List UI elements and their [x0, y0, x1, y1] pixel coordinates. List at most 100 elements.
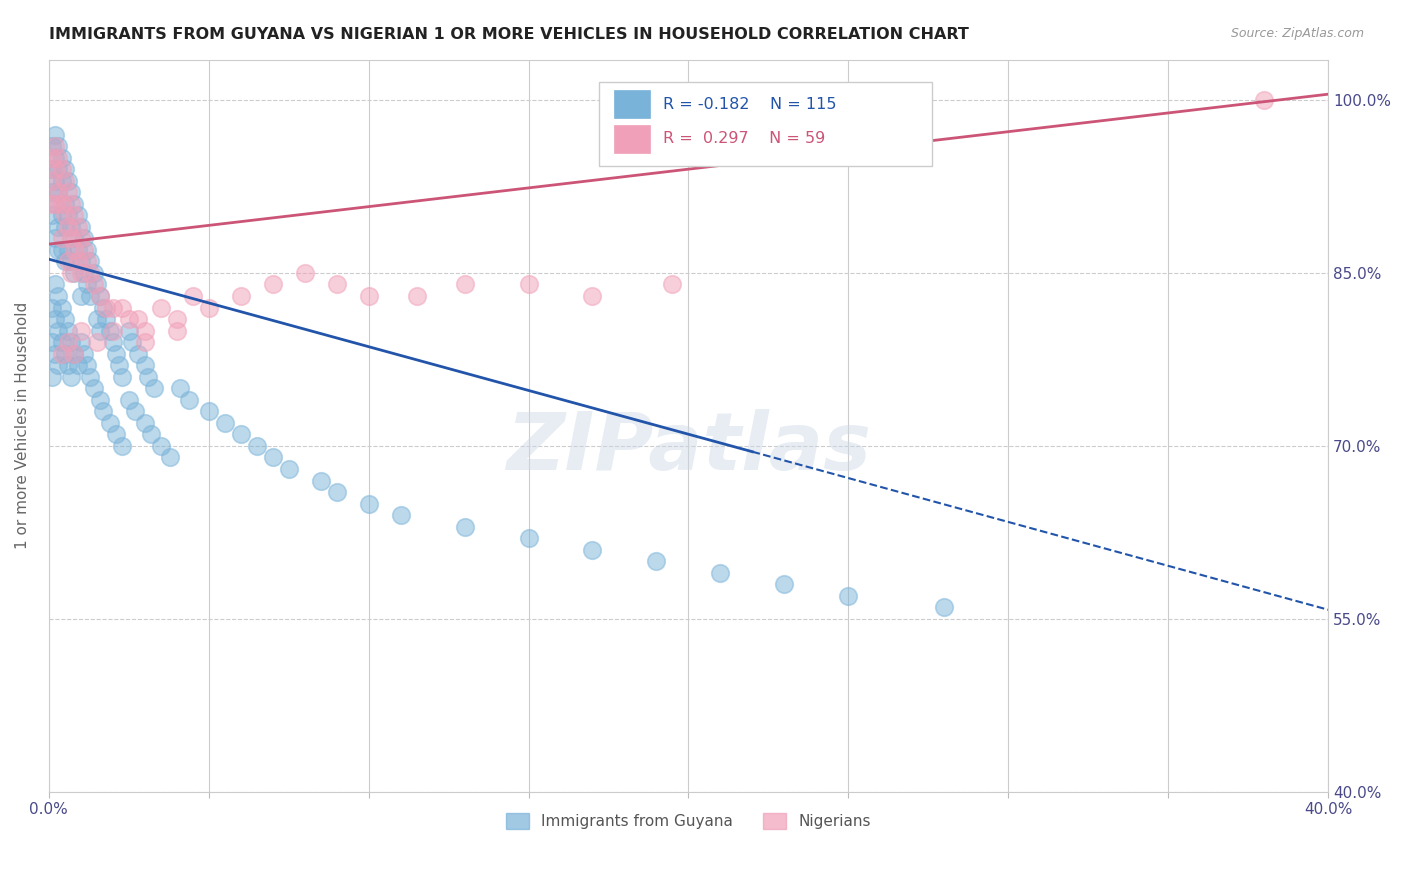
Point — [51, 162, 73, 177]
Point — [60, 196, 83, 211]
Point — [517, 531, 540, 545]
Point — [83, 381, 105, 395]
Text: ZIPatlas: ZIPatlas — [506, 409, 870, 487]
Point — [246, 439, 269, 453]
Point — [357, 289, 380, 303]
Point — [111, 369, 134, 384]
Point — [51, 301, 73, 315]
Point — [89, 324, 111, 338]
Point — [661, 277, 683, 292]
Point — [44, 151, 66, 165]
Point — [453, 519, 475, 533]
Point — [44, 231, 66, 245]
Point — [134, 324, 156, 338]
Point — [169, 381, 191, 395]
Point — [51, 231, 73, 245]
Point — [837, 589, 859, 603]
Point — [934, 600, 956, 615]
Point — [69, 266, 91, 280]
Point — [56, 219, 79, 234]
Point — [111, 301, 134, 315]
Point — [86, 312, 108, 326]
Point — [98, 416, 121, 430]
Point — [53, 196, 76, 211]
Point — [645, 554, 668, 568]
Point — [127, 312, 149, 326]
Point — [277, 462, 299, 476]
Point — [63, 347, 86, 361]
Point — [56, 186, 79, 200]
Text: R =  0.297    N = 59: R = 0.297 N = 59 — [662, 131, 825, 146]
Point — [91, 404, 114, 418]
Point — [294, 266, 316, 280]
Point — [453, 277, 475, 292]
Point — [357, 497, 380, 511]
Point — [517, 277, 540, 292]
Point — [159, 450, 181, 465]
Point — [46, 358, 69, 372]
Point — [41, 335, 63, 350]
Point — [104, 427, 127, 442]
Point — [46, 139, 69, 153]
FancyBboxPatch shape — [614, 125, 650, 153]
Point — [143, 381, 166, 395]
Point — [69, 231, 91, 245]
Point — [405, 289, 427, 303]
Point — [53, 174, 76, 188]
Point — [60, 186, 83, 200]
Point — [56, 174, 79, 188]
Point — [46, 289, 69, 303]
Point — [121, 335, 143, 350]
Legend: Immigrants from Guyana, Nigerians: Immigrants from Guyana, Nigerians — [499, 807, 877, 836]
Point — [51, 243, 73, 257]
Point — [581, 542, 603, 557]
Point — [41, 174, 63, 188]
Point — [44, 347, 66, 361]
Point — [134, 416, 156, 430]
Point — [214, 416, 236, 430]
Point — [108, 358, 131, 372]
Point — [197, 301, 219, 315]
Point — [118, 324, 141, 338]
Point — [44, 162, 66, 177]
Point — [60, 231, 83, 245]
Point — [86, 335, 108, 350]
Point — [53, 347, 76, 361]
Point — [229, 427, 252, 442]
Point — [66, 219, 89, 234]
Point — [51, 196, 73, 211]
Point — [101, 335, 124, 350]
Point — [44, 196, 66, 211]
Point — [76, 358, 98, 372]
Point — [63, 231, 86, 245]
Point — [46, 219, 69, 234]
Point — [53, 254, 76, 268]
Point — [89, 289, 111, 303]
Point — [76, 277, 98, 292]
Point — [46, 243, 69, 257]
Point — [389, 508, 412, 523]
Point — [46, 186, 69, 200]
Point — [41, 151, 63, 165]
Point — [127, 347, 149, 361]
Point — [149, 301, 172, 315]
Point — [66, 208, 89, 222]
Point — [56, 358, 79, 372]
Point — [66, 243, 89, 257]
Point — [73, 266, 96, 280]
Point — [96, 301, 118, 315]
FancyBboxPatch shape — [599, 81, 932, 166]
Point — [44, 174, 66, 188]
Point — [41, 301, 63, 315]
Point — [41, 186, 63, 200]
Point — [46, 151, 69, 165]
Point — [262, 277, 284, 292]
Point — [53, 208, 76, 222]
Point — [325, 277, 347, 292]
Point — [139, 427, 162, 442]
Point — [73, 243, 96, 257]
Point — [262, 450, 284, 465]
Text: R = -0.182    N = 115: R = -0.182 N = 115 — [662, 96, 837, 112]
Point — [41, 139, 63, 153]
Point — [66, 358, 89, 372]
